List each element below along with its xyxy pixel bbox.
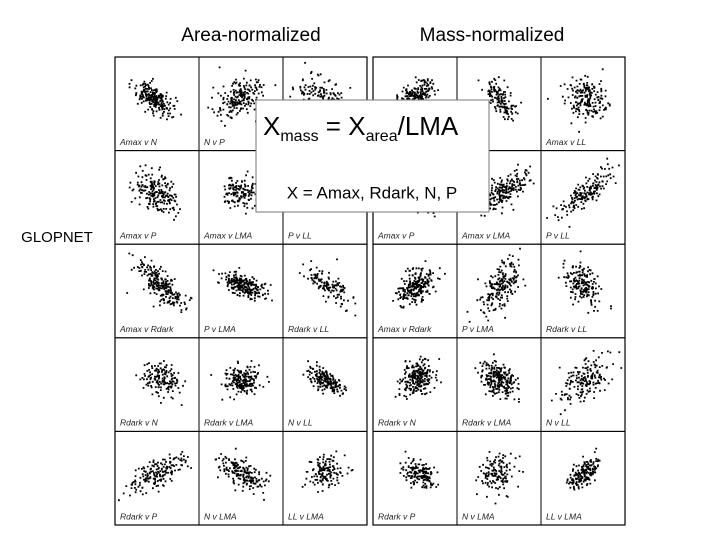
panel-label: Rdark v P <box>120 511 158 521</box>
point-cloud <box>546 157 620 228</box>
point-cloud <box>399 450 440 489</box>
point-cloud <box>469 163 535 217</box>
point-cloud <box>214 447 272 501</box>
formula-note: X = Amax, Rdark, N, P <box>287 183 458 202</box>
formula-part: X <box>263 111 280 141</box>
point-cloud <box>557 250 612 314</box>
panel-label: Rdark v LL <box>288 324 329 334</box>
panel-label: P v LMA <box>204 324 236 334</box>
panel-label: N v LL <box>288 418 313 428</box>
formula-sub: area <box>366 128 398 145</box>
title-mass: Mass-normalized <box>420 25 565 46</box>
point-cloud <box>223 170 269 215</box>
point-cloud <box>547 68 611 133</box>
panel-label: Amax v Rdark <box>377 324 432 334</box>
panel <box>282 430 368 526</box>
panel-label: Rdark v P <box>378 511 416 521</box>
point-cloud <box>128 77 182 121</box>
panel-label: Amax v P <box>119 230 157 240</box>
panel-label: Amax v N <box>119 137 158 147</box>
formula-sub: mass <box>280 128 318 145</box>
formula: Xmass = Xarea/LMA <box>263 111 459 145</box>
panel-label: Amax v P <box>377 230 415 240</box>
point-cloud <box>301 450 354 493</box>
point-cloud <box>475 451 524 505</box>
panel-label: N v LMA <box>204 511 237 521</box>
point-cloud <box>394 355 442 400</box>
point-cloud <box>466 247 527 323</box>
panel-label: N v P <box>204 137 225 147</box>
panel-label: P v LL <box>546 230 570 240</box>
side-label: GLOPNET <box>21 229 93 246</box>
point-cloud <box>298 258 357 317</box>
point-cloud <box>477 76 522 122</box>
point-cloud <box>207 66 277 127</box>
point-cloud <box>550 350 623 416</box>
panel-label: Rdark v LMA <box>462 418 511 428</box>
panel-label: Amax v LMA <box>461 230 511 240</box>
point-cloud <box>118 451 192 502</box>
point-cloud <box>392 260 446 309</box>
point-cloud <box>474 353 520 403</box>
panel-label: N v LL <box>546 418 571 428</box>
panel-label: P v LL <box>288 230 312 240</box>
point-cloud <box>212 267 273 302</box>
panel-label: Rdark v LL <box>546 324 587 334</box>
panel-label: Rdark v LMA <box>204 418 253 428</box>
point-cloud <box>135 360 187 406</box>
point-cloud <box>128 164 181 221</box>
panel-label: N v LMA <box>462 511 495 521</box>
point-cloud <box>565 447 601 491</box>
formula-part: /LMA <box>398 111 459 141</box>
panel-label: Amax v LL <box>545 137 586 147</box>
panel <box>540 430 626 526</box>
panel-label: Amax v Rdark <box>119 324 174 334</box>
point-cloud <box>210 360 270 401</box>
panel-label: LL v LMA <box>288 511 324 521</box>
point-cloud <box>302 360 347 397</box>
panel-label: Rdark v N <box>120 418 159 428</box>
panel-label: LL v LMA <box>546 511 582 521</box>
panel-label: Amax v LMA <box>203 230 253 240</box>
point-cloud <box>126 252 193 313</box>
title-area: Area-normalized <box>181 25 320 46</box>
overlay-box <box>255 99 490 213</box>
formula-part: = X <box>319 111 366 141</box>
panel-label: Rdark v N <box>378 418 417 428</box>
panel-label: P v LMA <box>462 324 494 334</box>
